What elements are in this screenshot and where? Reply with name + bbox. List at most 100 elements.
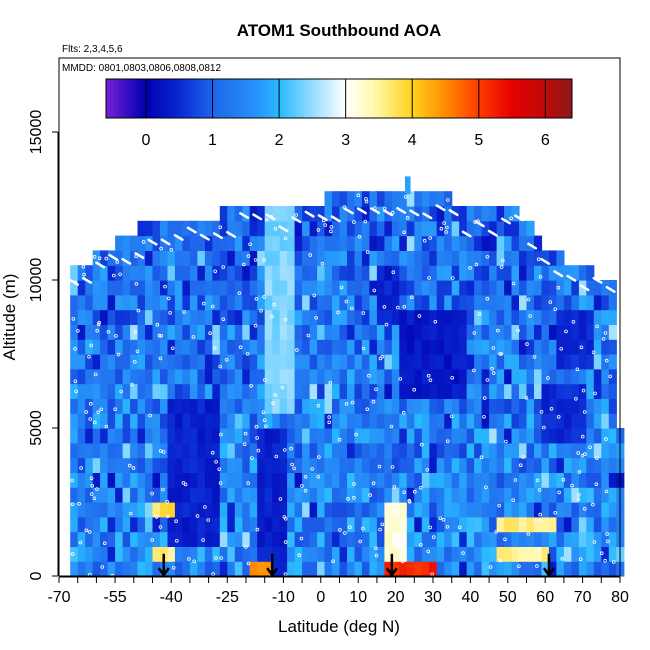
heatmap-cell <box>115 294 124 311</box>
flight-track <box>343 207 354 215</box>
colorbar-segment <box>471 79 476 118</box>
sample-point <box>350 306 354 311</box>
x-tick-label: 80 <box>611 589 629 606</box>
colorbar-segment <box>311 79 317 118</box>
heatmap-cell <box>444 457 453 473</box>
heatmap-cell <box>526 413 535 429</box>
colorbar-segment <box>296 79 301 118</box>
heatmap-cell <box>152 383 161 399</box>
sample-point <box>398 376 403 381</box>
heatmap-cell <box>167 324 176 340</box>
heatmap-cell <box>571 383 580 399</box>
heatmap-cell <box>219 472 228 488</box>
heatmap-cell <box>593 324 602 340</box>
heatmap-cell <box>145 531 154 547</box>
sample-point <box>314 315 319 320</box>
heatmap-cell <box>511 442 520 459</box>
heatmap-cell <box>384 235 393 251</box>
heatmap-cell <box>219 428 228 444</box>
heatmap-cell <box>189 516 198 533</box>
heatmap-cell <box>197 294 206 311</box>
sample-point <box>371 481 376 486</box>
heatmap-cell <box>481 265 490 281</box>
heatmap-cell <box>70 309 79 325</box>
colorbar-segment <box>529 79 534 118</box>
sample-point <box>131 466 136 470</box>
heatmap-cell <box>302 206 311 222</box>
sample-point <box>479 455 484 460</box>
sample-point <box>570 483 574 488</box>
heatmap-cell <box>406 339 415 355</box>
heatmap-cell <box>369 250 378 266</box>
heatmap-cell <box>556 250 565 266</box>
heatmap-cell <box>197 250 206 266</box>
colorbar-tick-label: 5 <box>474 132 483 149</box>
heatmap-cell <box>436 220 445 237</box>
heatmap-cell <box>608 442 617 459</box>
heatmap-cell <box>608 487 617 503</box>
sample-point <box>374 553 379 558</box>
heatmap-cell <box>354 502 363 518</box>
heatmap-cell <box>294 502 303 518</box>
heatmap-cell <box>586 294 595 311</box>
heatmap-cell <box>406 191 415 207</box>
heatmap-cell <box>189 339 198 355</box>
sample-point <box>372 288 377 293</box>
heatmap-cell <box>519 250 528 266</box>
heatmap-cell <box>421 531 430 547</box>
heatmap-cell <box>496 398 505 414</box>
heatmap-cell <box>421 428 430 444</box>
flight-track <box>487 229 498 237</box>
heatmap-cell <box>578 294 587 311</box>
heatmap-cell <box>242 472 251 488</box>
heatmap-cell <box>167 428 176 444</box>
heatmap-cell <box>429 457 438 473</box>
heatmap-cell <box>272 457 281 473</box>
sample-point <box>329 225 334 229</box>
heatmap-cell <box>137 398 146 414</box>
heatmap-cell <box>339 398 348 414</box>
heatmap-cell <box>466 368 475 385</box>
heatmap-cell <box>287 398 296 414</box>
heatmap-cell <box>466 294 475 311</box>
sample-point <box>576 451 580 455</box>
heatmap-cell <box>85 516 94 533</box>
heatmap-cell <box>376 442 385 459</box>
heatmap-cell <box>137 324 146 340</box>
sample-point <box>327 415 332 419</box>
heatmap-cell <box>70 413 79 429</box>
heatmap-cell <box>272 383 281 399</box>
heatmap-cell <box>361 235 370 251</box>
heatmap-cell <box>115 339 124 355</box>
heatmap-cell <box>92 561 101 577</box>
heatmap-cell <box>317 531 326 547</box>
heatmap-cell <box>369 561 378 577</box>
heatmap-cell <box>586 413 595 429</box>
heatmap-cell <box>459 265 468 281</box>
sample-point <box>187 557 191 561</box>
sample-point <box>389 424 394 429</box>
heatmap-cell <box>376 368 385 385</box>
sample-point <box>556 285 561 290</box>
heatmap-cell <box>361 531 370 547</box>
sample-point <box>344 401 349 406</box>
sample-point <box>504 439 508 444</box>
heatmap-cell <box>406 413 415 429</box>
sample-point <box>183 482 188 487</box>
heatmap-cell <box>287 531 296 547</box>
heatmap-cell <box>429 502 438 518</box>
heatmap-cell <box>227 561 236 577</box>
flight-track <box>592 276 603 284</box>
heatmap-cell <box>593 339 602 355</box>
heatmap-cell <box>212 265 221 281</box>
sample-point <box>431 535 436 539</box>
heatmap-cell <box>130 457 139 473</box>
heatmap-cell <box>511 457 520 473</box>
heatmap-cell <box>264 354 273 370</box>
heatmap-cell <box>354 472 363 488</box>
colorbar-segment <box>179 79 185 118</box>
heatmap-cell <box>167 502 176 518</box>
heatmap-cell <box>152 339 161 355</box>
heatmap-cell <box>92 502 101 518</box>
sample-point <box>89 401 93 406</box>
